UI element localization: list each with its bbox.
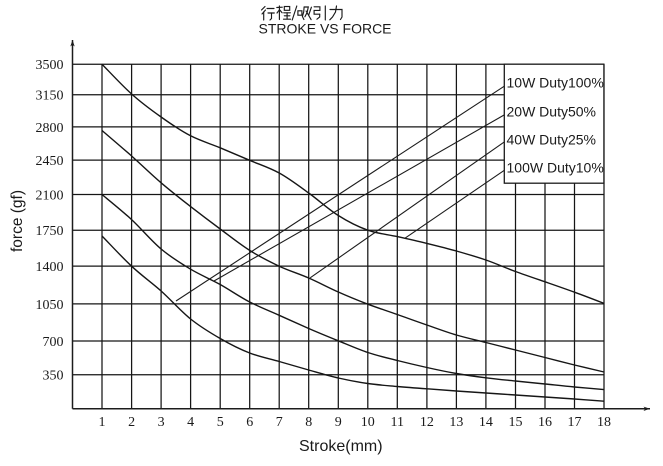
- svg-text:3500: 3500: [36, 58, 64, 73]
- svg-text:force (gf): force (gf): [9, 190, 26, 252]
- svg-text:1750: 1750: [36, 224, 64, 239]
- svg-text:3: 3: [158, 415, 165, 430]
- svg-text:350: 350: [43, 369, 64, 384]
- svg-text:1400: 1400: [36, 260, 64, 275]
- svg-text:18: 18: [597, 415, 611, 430]
- svg-text:4: 4: [187, 415, 194, 430]
- svg-text:2800: 2800: [36, 121, 64, 136]
- svg-text:10: 10: [361, 415, 375, 430]
- svg-text:10W Duty100%: 10W Duty100%: [507, 75, 604, 91]
- svg-text:1: 1: [99, 415, 106, 430]
- svg-text:2100: 2100: [36, 188, 64, 203]
- svg-text:7: 7: [276, 415, 283, 430]
- svg-text:Stroke(mm): Stroke(mm): [299, 438, 383, 455]
- svg-text:16: 16: [538, 415, 552, 430]
- svg-text:40W Duty25%: 40W Duty25%: [507, 131, 596, 147]
- svg-text:15: 15: [509, 415, 523, 430]
- svg-text:8: 8: [305, 415, 312, 430]
- svg-text:1050: 1050: [36, 298, 64, 313]
- svg-text:11: 11: [391, 415, 404, 430]
- svg-text:5: 5: [217, 415, 224, 430]
- svg-text:13: 13: [449, 415, 463, 430]
- svg-text:100W Duty10%: 100W Duty10%: [507, 160, 604, 176]
- svg-text:STROKE VS FORCE: STROKE VS FORCE: [259, 21, 392, 37]
- svg-text:20W Duty50%: 20W Duty50%: [507, 103, 596, 119]
- svg-text:2: 2: [128, 415, 135, 430]
- svg-text:2450: 2450: [36, 154, 64, 169]
- svg-text:14: 14: [479, 415, 493, 430]
- svg-text:6: 6: [246, 415, 253, 430]
- svg-text:9: 9: [335, 415, 342, 430]
- svg-text:700: 700: [43, 335, 64, 350]
- svg-text:12: 12: [420, 415, 434, 430]
- svg-text:3150: 3150: [36, 89, 64, 104]
- svg-text:17: 17: [568, 415, 582, 430]
